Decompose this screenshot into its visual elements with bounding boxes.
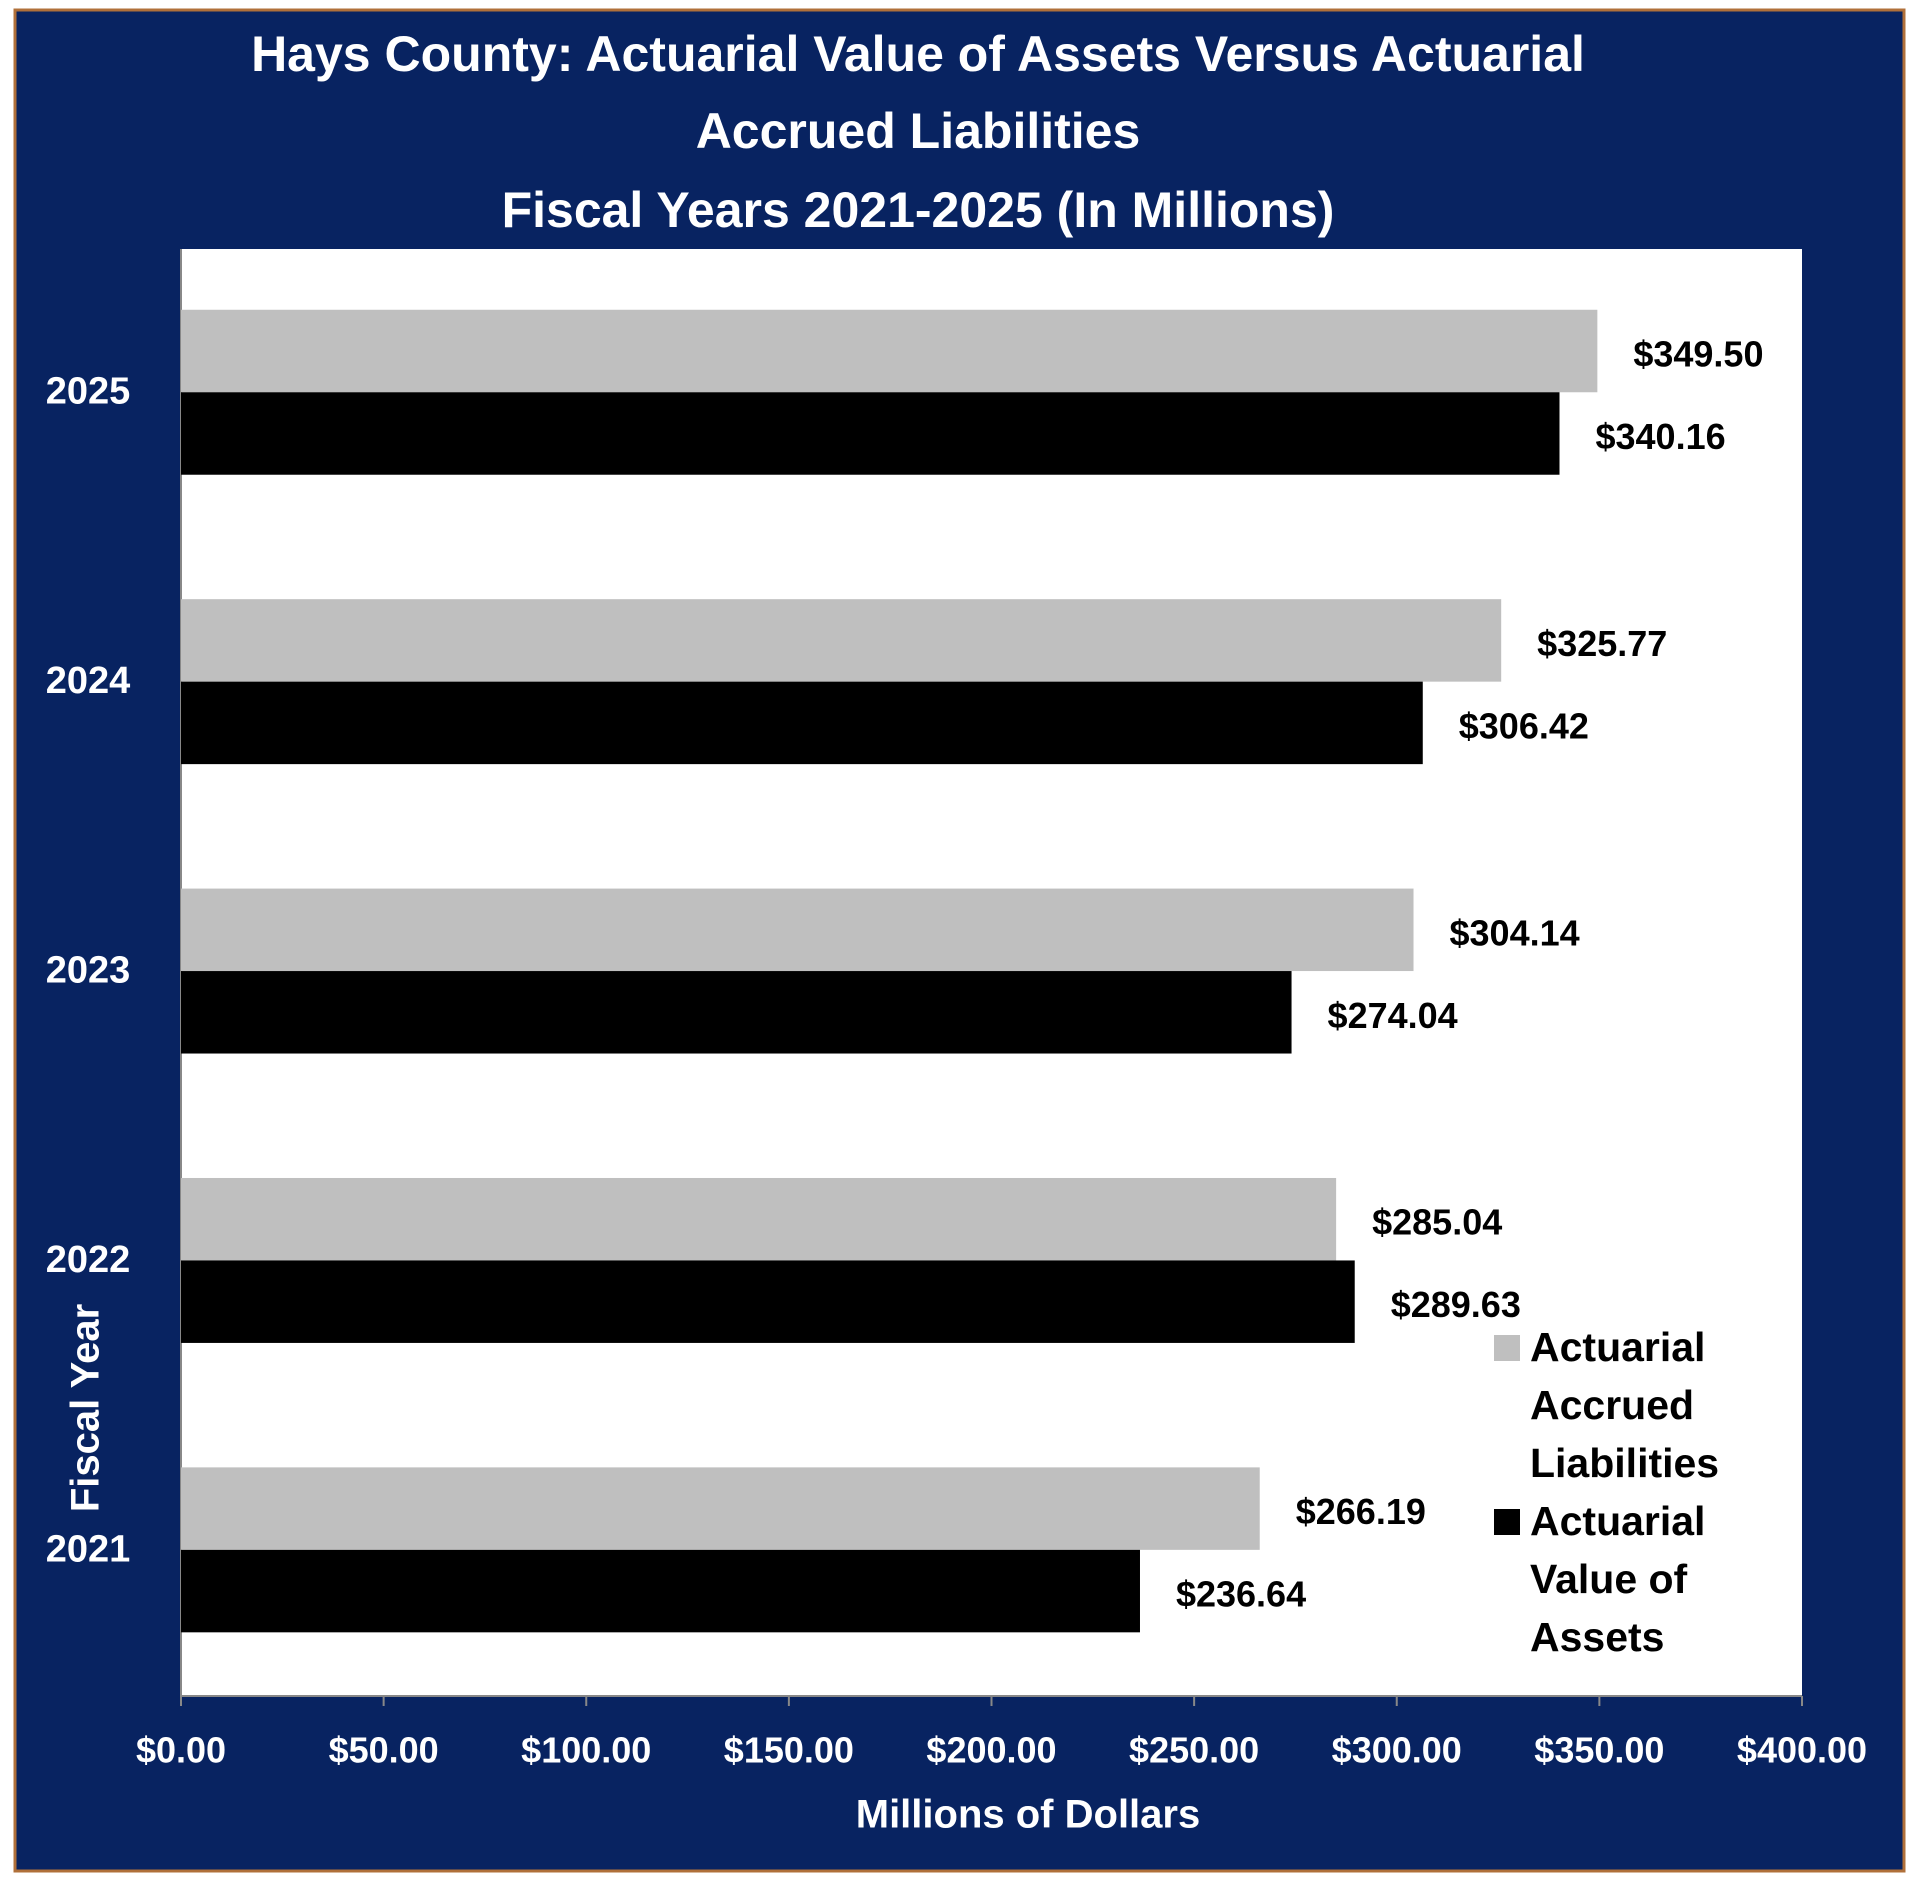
bar xyxy=(181,1467,1260,1550)
x-tick-label: $100.00 xyxy=(521,1730,651,1771)
x-tick-label: $200.00 xyxy=(926,1730,1056,1771)
value-label: $340.16 xyxy=(1595,416,1725,457)
chart-title: Hays County: Actuarial Value of Assets V… xyxy=(251,26,1585,82)
value-label: $304.14 xyxy=(1450,912,1580,953)
legend-label: Actuarial Value of Assets xyxy=(1530,1498,1706,1660)
x-tick-label: $150.00 xyxy=(724,1730,854,1771)
bar xyxy=(181,681,1423,765)
bar xyxy=(181,1549,1140,1633)
value-label: $236.64 xyxy=(1176,1574,1306,1615)
chart-title: Accrued Liabilities xyxy=(696,103,1141,159)
value-label: $325.77 xyxy=(1537,623,1667,664)
chart-title: Fiscal Years 2021-2025 (In Millions) xyxy=(502,182,1335,238)
bar xyxy=(181,309,1598,393)
bar xyxy=(181,599,1502,682)
x-tick-label: $250.00 xyxy=(1129,1730,1259,1771)
value-label: $349.50 xyxy=(1633,334,1763,375)
y-axis-title: Fiscal Year xyxy=(64,1304,108,1512)
value-label: $266.19 xyxy=(1296,1491,1426,1532)
bar xyxy=(181,1260,1355,1343)
y-tick-label: 2021 xyxy=(46,1528,131,1570)
bar xyxy=(181,971,1292,1054)
y-tick-label: 2024 xyxy=(46,660,131,702)
x-tick-label: $350.00 xyxy=(1534,1730,1664,1771)
legend-item: Actuarial Value of Assets xyxy=(1490,1492,1790,1666)
value-label: $306.42 xyxy=(1459,705,1589,746)
bar xyxy=(181,392,1560,475)
legend-item: Actuarial Accrued Liabilities xyxy=(1490,1318,1790,1492)
legend-label: Actuarial Accrued Liabilities xyxy=(1530,1324,1720,1486)
value-label: $285.04 xyxy=(1372,1202,1502,1243)
y-tick-label: 2022 xyxy=(46,1239,131,1281)
value-label: $274.04 xyxy=(1328,995,1458,1036)
x-tick-label: $50.00 xyxy=(329,1730,439,1771)
bar xyxy=(181,1177,1337,1261)
y-tick-label: 2023 xyxy=(46,950,131,992)
legend-swatch xyxy=(1494,1509,1520,1535)
x-tick-label: $400.00 xyxy=(1737,1730,1867,1771)
y-tick-label: 2025 xyxy=(46,371,131,413)
legend-swatch xyxy=(1494,1335,1520,1361)
x-tick-label: $0.00 xyxy=(136,1730,226,1771)
x-axis-title: Millions of Dollars xyxy=(856,1793,1200,1837)
value-label: $289.63 xyxy=(1391,1284,1521,1325)
x-tick-label: $300.00 xyxy=(1332,1730,1462,1771)
legend: Actuarial Accrued Liabilities Actuarial V… xyxy=(1490,1318,1790,1666)
bar xyxy=(181,888,1414,972)
